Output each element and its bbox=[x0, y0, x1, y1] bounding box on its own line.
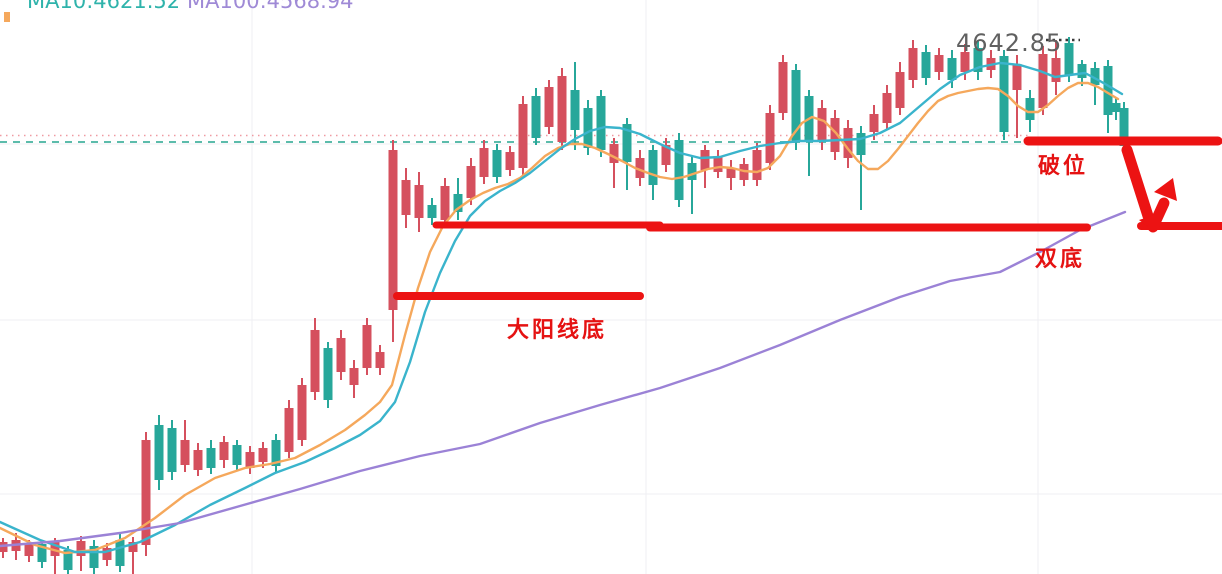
price-label: 4642.85 bbox=[956, 29, 1063, 57]
ma100-value-label: MA100:4568.94 bbox=[187, 0, 354, 13]
annotation-breakdown: 破位 bbox=[1038, 154, 1089, 179]
annotation-double-bottom: 双底 bbox=[1035, 247, 1086, 272]
ma10-value-label: MA10:4621.52 bbox=[27, 0, 181, 13]
ma5-label-fragment-icon bbox=[4, 12, 10, 22]
annotation-big-yang-bottom: 大阳线底 bbox=[507, 318, 608, 343]
